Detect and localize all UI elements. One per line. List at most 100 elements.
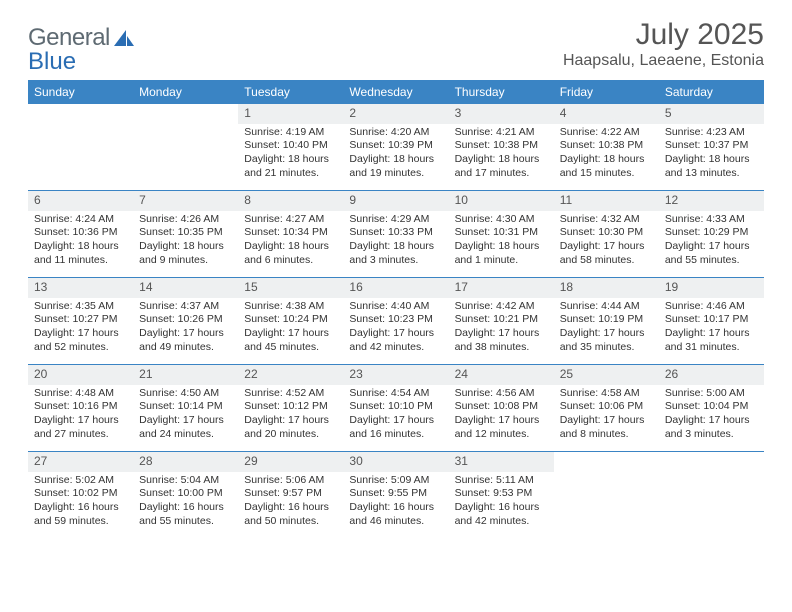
day-number: 13 [28, 278, 133, 298]
sunrise-text: Sunrise: 4:23 AM [665, 126, 758, 140]
day-details: Sunrise: 4:23 AMSunset: 10:37 PMDaylight… [659, 124, 764, 185]
sunset-text: Sunset: 10:14 PM [139, 400, 232, 414]
page-header: General July 2025 Haapsalu, Laeaene, Est… [28, 18, 764, 70]
daylight-text: Daylight: 17 hours and 45 minutes. [244, 327, 337, 354]
daylight-text: Daylight: 16 hours and 42 minutes. [455, 501, 548, 528]
sunrise-text: Sunrise: 4:29 AM [349, 213, 442, 227]
sunrise-text: Sunrise: 4:38 AM [244, 300, 337, 314]
day-cell [659, 452, 764, 538]
sunset-text: Sunset: 10:39 PM [349, 139, 442, 153]
day-details: Sunrise: 4:20 AMSunset: 10:39 PMDaylight… [343, 124, 448, 185]
sunrise-text: Sunrise: 4:19 AM [244, 126, 337, 140]
day-details: Sunrise: 4:21 AMSunset: 10:38 PMDaylight… [449, 124, 554, 185]
daylight-text: Daylight: 17 hours and 42 minutes. [349, 327, 442, 354]
daylight-text: Daylight: 18 hours and 15 minutes. [560, 153, 653, 180]
day-cell: 15Sunrise: 4:38 AMSunset: 10:24 PMDaylig… [238, 278, 343, 364]
day-number: 8 [238, 191, 343, 211]
day-details: Sunrise: 4:37 AMSunset: 10:26 PMDaylight… [133, 298, 238, 359]
day-number: 4 [554, 104, 659, 124]
day-number: 10 [449, 191, 554, 211]
day-details: Sunrise: 4:27 AMSunset: 10:34 PMDaylight… [238, 211, 343, 272]
sunset-text: Sunset: 9:53 PM [455, 487, 548, 501]
day-cell: 2Sunrise: 4:20 AMSunset: 10:39 PMDayligh… [343, 104, 448, 190]
sunrise-text: Sunrise: 4:24 AM [34, 213, 127, 227]
sunset-text: Sunset: 10:23 PM [349, 313, 442, 327]
daylight-text: Daylight: 16 hours and 46 minutes. [349, 501, 442, 528]
weekday-header: Thursday [449, 80, 554, 104]
daylight-text: Daylight: 17 hours and 3 minutes. [665, 414, 758, 441]
day-cell: 11Sunrise: 4:32 AMSunset: 10:30 PMDaylig… [554, 191, 659, 277]
day-details: Sunrise: 4:40 AMSunset: 10:23 PMDaylight… [343, 298, 448, 359]
sunset-text: Sunset: 9:55 PM [349, 487, 442, 501]
sunset-text: Sunset: 10:17 PM [665, 313, 758, 327]
day-number: 21 [133, 365, 238, 385]
daylight-text: Daylight: 16 hours and 59 minutes. [34, 501, 127, 528]
day-cell: 21Sunrise: 4:50 AMSunset: 10:14 PMDaylig… [133, 365, 238, 451]
sunset-text: Sunset: 10:06 PM [560, 400, 653, 414]
day-cell: 20Sunrise: 4:48 AMSunset: 10:16 PMDaylig… [28, 365, 133, 451]
daylight-text: Daylight: 17 hours and 49 minutes. [139, 327, 232, 354]
location-text: Haapsalu, Laeaene, Estonia [563, 52, 764, 70]
day-number: 3 [449, 104, 554, 124]
sunset-text: Sunset: 10:29 PM [665, 226, 758, 240]
daylight-text: Daylight: 17 hours and 24 minutes. [139, 414, 232, 441]
day-number: 15 [238, 278, 343, 298]
day-number: 23 [343, 365, 448, 385]
sunrise-text: Sunrise: 4:27 AM [244, 213, 337, 227]
week-row: 27Sunrise: 5:02 AMSunset: 10:02 PMDaylig… [28, 451, 764, 538]
daylight-text: Daylight: 17 hours and 55 minutes. [665, 240, 758, 267]
day-cell: 13Sunrise: 4:35 AMSunset: 10:27 PMDaylig… [28, 278, 133, 364]
day-cell: 25Sunrise: 4:58 AMSunset: 10:06 PMDaylig… [554, 365, 659, 451]
sunrise-text: Sunrise: 4:21 AM [455, 126, 548, 140]
day-cell: 19Sunrise: 4:46 AMSunset: 10:17 PMDaylig… [659, 278, 764, 364]
day-number: 17 [449, 278, 554, 298]
day-details: Sunrise: 4:38 AMSunset: 10:24 PMDaylight… [238, 298, 343, 359]
day-number: 12 [659, 191, 764, 211]
sunrise-text: Sunrise: 4:37 AM [139, 300, 232, 314]
day-cell: 1Sunrise: 4:19 AMSunset: 10:40 PMDayligh… [238, 104, 343, 190]
sunset-text: Sunset: 10:27 PM [34, 313, 127, 327]
weekday-header: Wednesday [343, 80, 448, 104]
day-number: 20 [28, 365, 133, 385]
daylight-text: Daylight: 17 hours and 16 minutes. [349, 414, 442, 441]
daylight-text: Daylight: 18 hours and 6 minutes. [244, 240, 337, 267]
day-details: Sunrise: 5:06 AMSunset: 9:57 PMDaylight:… [238, 472, 343, 533]
daylight-text: Daylight: 18 hours and 9 minutes. [139, 240, 232, 267]
sunrise-text: Sunrise: 4:48 AM [34, 387, 127, 401]
day-cell: 3Sunrise: 4:21 AMSunset: 10:38 PMDayligh… [449, 104, 554, 190]
sunset-text: Sunset: 10:34 PM [244, 226, 337, 240]
sunrise-text: Sunrise: 4:32 AM [560, 213, 653, 227]
day-number: 28 [133, 452, 238, 472]
sunset-text: Sunset: 10:04 PM [665, 400, 758, 414]
sunrise-text: Sunrise: 5:09 AM [349, 474, 442, 488]
day-number: 29 [238, 452, 343, 472]
month-title: July 2025 [563, 18, 764, 52]
sunrise-text: Sunrise: 4:20 AM [349, 126, 442, 140]
day-details: Sunrise: 4:48 AMSunset: 10:16 PMDaylight… [28, 385, 133, 446]
weekday-header: Friday [554, 80, 659, 104]
sunset-text: Sunset: 10:30 PM [560, 226, 653, 240]
daylight-text: Daylight: 16 hours and 55 minutes. [139, 501, 232, 528]
sunrise-text: Sunrise: 4:54 AM [349, 387, 442, 401]
sunset-text: Sunset: 10:24 PM [244, 313, 337, 327]
day-details: Sunrise: 4:56 AMSunset: 10:08 PMDaylight… [449, 385, 554, 446]
day-number: 9 [343, 191, 448, 211]
sunset-text: Sunset: 10:40 PM [244, 139, 337, 153]
sunrise-text: Sunrise: 4:58 AM [560, 387, 653, 401]
sunrise-text: Sunrise: 4:44 AM [560, 300, 653, 314]
sunrise-text: Sunrise: 5:11 AM [455, 474, 548, 488]
sunset-text: Sunset: 10:26 PM [139, 313, 232, 327]
sunset-text: Sunset: 10:35 PM [139, 226, 232, 240]
day-number: 14 [133, 278, 238, 298]
day-details: Sunrise: 4:46 AMSunset: 10:17 PMDaylight… [659, 298, 764, 359]
week-row: 1Sunrise: 4:19 AMSunset: 10:40 PMDayligh… [28, 104, 764, 190]
day-cell: 22Sunrise: 4:52 AMSunset: 10:12 PMDaylig… [238, 365, 343, 451]
day-details: Sunrise: 4:52 AMSunset: 10:12 PMDaylight… [238, 385, 343, 446]
day-details: Sunrise: 4:50 AMSunset: 10:14 PMDaylight… [133, 385, 238, 446]
week-row: 13Sunrise: 4:35 AMSunset: 10:27 PMDaylig… [28, 277, 764, 364]
sunrise-text: Sunrise: 5:00 AM [665, 387, 758, 401]
day-cell: 8Sunrise: 4:27 AMSunset: 10:34 PMDayligh… [238, 191, 343, 277]
daylight-text: Daylight: 18 hours and 17 minutes. [455, 153, 548, 180]
daylight-text: Daylight: 18 hours and 11 minutes. [34, 240, 127, 267]
title-block: July 2025 Haapsalu, Laeaene, Estonia [563, 18, 764, 70]
